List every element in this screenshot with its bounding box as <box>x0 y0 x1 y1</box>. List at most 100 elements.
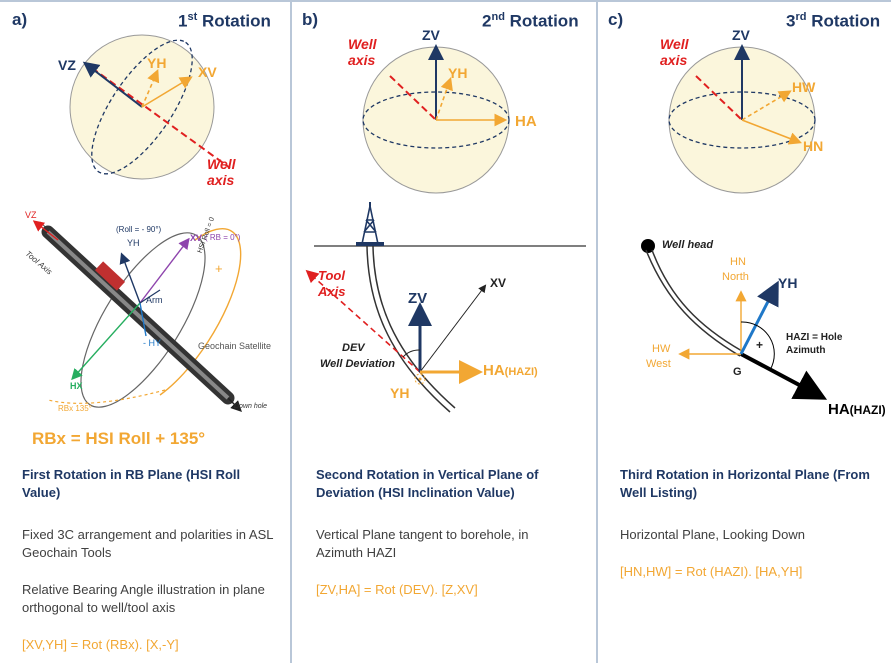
borehole-right <box>372 245 456 409</box>
xv-arrow-b <box>419 284 487 373</box>
plus-sign-c: + <box>756 338 764 352</box>
derrick-icon <box>356 202 384 246</box>
yh-out-of-plane <box>414 373 426 385</box>
panel-title-c: 3rd Rotation <box>786 11 881 31</box>
panel-a-drawing: + <box>32 34 242 412</box>
panel-b-drawing <box>305 44 586 413</box>
well-axis-line-a <box>91 67 231 169</box>
tool-axis-label-b: Tool Axis <box>318 268 346 299</box>
yh-tool-label: YH <box>127 238 140 248</box>
west-label: West <box>646 358 671 370</box>
well-axis-label-a: Well axis <box>207 156 236 188</box>
well-path-outer <box>645 249 741 357</box>
panel-letter-a: a) <box>12 10 28 29</box>
rb-label: ( RB = 0°) <box>205 233 241 242</box>
yh-label-b: YH <box>448 65 468 81</box>
rbx-label: RBx 135° <box>58 404 92 413</box>
desc2-a: Relative Bearing Angle illustration in p… <box>22 582 265 615</box>
hx-arrow <box>71 302 141 381</box>
plus-sign-a: + <box>215 261 223 276</box>
yh-arrow-plan <box>739 280 779 355</box>
downhole-label: Down hole <box>234 403 268 410</box>
panel-third-rotation: c) 3rd Rotation ZV HW HN <box>596 0 891 663</box>
xv-arrow-a <box>141 76 193 108</box>
vz-label: VZ <box>58 57 76 73</box>
heading-b: Second Rotation in Vertical Plane of Dev… <box>316 467 539 500</box>
panel-c-drawing <box>641 44 828 400</box>
panel-title-a: 1st Rotation <box>178 11 271 31</box>
yh-arrow-a <box>141 69 160 108</box>
desc1-a: Fixed 3C arrangement and polarities in A… <box>22 527 273 560</box>
divider-1 <box>290 2 292 663</box>
downhole-arrow <box>227 397 242 412</box>
rb-ellipse-tool <box>80 232 206 408</box>
yh-label-a: YH <box>147 55 167 71</box>
hn-label-c: HN <box>803 138 824 154</box>
desc1-b: Vertical Plane tangent to borehole, in A… <box>316 527 529 560</box>
wellhead-label: Well head <box>662 239 714 251</box>
yh-arrow-b <box>435 76 453 121</box>
eq-c: [HN,HW] = Rot (HAZI). [HA,YH] <box>620 564 803 579</box>
dev-arc <box>402 349 421 358</box>
divider-2 <box>596 2 598 663</box>
north-label: North <box>722 271 749 283</box>
panel-letter-c: c) <box>608 10 624 29</box>
hx-label: HX <box>70 381 83 391</box>
hazi-label: HAZI = Hole Azimuth <box>786 332 843 356</box>
heading-a: First Rotation in RB Plane (HSI Roll Val… <box>22 467 241 500</box>
xv-label-a: XV <box>198 64 217 80</box>
desc1-c: Horizontal Plane, Looking Down <box>620 527 805 542</box>
hn-arrow-c <box>741 119 802 145</box>
arm-label: Arm <box>146 295 163 305</box>
tool-axis-arrow-b <box>305 269 421 373</box>
zv-label-c: ZV <box>732 27 750 43</box>
roll-label: (Roll = - 90°) <box>116 225 162 234</box>
zv-label-well: ZV <box>408 290 428 307</box>
horizontal-ellipse-c <box>668 91 816 149</box>
geochain-label: Geochain Satellite <box>198 341 272 351</box>
heading-c: Third Rotation in Horizontal Plane (From… <box>620 467 870 500</box>
ha-label-b: HA <box>515 113 537 130</box>
panel-title-b: 2nd Rotation <box>482 11 579 31</box>
rbx-dashed-arc <box>47 389 166 404</box>
borehole-left <box>366 245 451 413</box>
panel-first-rotation: a) 1st Rotation <box>0 0 290 663</box>
eq-a: [XV,YH] = Rot (RBx). [X,-Y] <box>22 637 179 652</box>
yh-dot <box>418 377 422 381</box>
minus-hy-line <box>139 302 147 337</box>
ha-arrow-c <box>740 352 828 400</box>
hazi-arc <box>740 321 775 371</box>
hw-arrow-c <box>741 90 792 121</box>
ha-label-well: HA(HAZI) <box>483 362 538 379</box>
horizontal-ellipse-b <box>362 91 510 149</box>
eq-b: [ZV,HA] = Rot (DEV). [Z,XV] <box>316 582 478 597</box>
hw-label-plan: HW <box>652 343 671 355</box>
xv-tool-label: XV <box>190 233 203 243</box>
yh-tool-arrow <box>119 252 141 304</box>
panel-letter-b: b) <box>302 10 319 29</box>
arm-line <box>139 289 161 304</box>
rbx-formula: RBx = HSI Roll + 135° <box>32 429 206 448</box>
well-axis-label-b: Well axis <box>348 36 377 68</box>
xv-label-b: XV <box>490 276 507 290</box>
well-deviation-label: Well Deviation <box>320 358 395 370</box>
well-path-inner <box>651 249 743 352</box>
hw-label-c: HW <box>792 79 816 95</box>
panel-second-rotation: b) 2nd Rotation <box>290 0 596 663</box>
minus-hy-label: - HY <box>143 338 161 348</box>
dev-label: DEV <box>342 342 365 354</box>
well-axis-label-c: Well axis <box>660 36 689 68</box>
tool-red-section <box>94 261 126 291</box>
g-label: G <box>733 366 742 378</box>
yh-label-well: YH <box>390 385 410 401</box>
yh-label-plan: YH <box>778 275 798 291</box>
vz-arrow <box>82 61 143 108</box>
tool-highlight <box>46 230 230 400</box>
xv-tool-arrow <box>139 237 190 304</box>
rb-plane-ellipse <box>91 39 193 175</box>
hn-label-plan: HN <box>730 256 746 268</box>
vz-tool-label: VZ <box>25 210 37 220</box>
vz-tool-arrow <box>32 220 59 241</box>
ha-label-plan: HA(HAZI) <box>828 401 886 418</box>
